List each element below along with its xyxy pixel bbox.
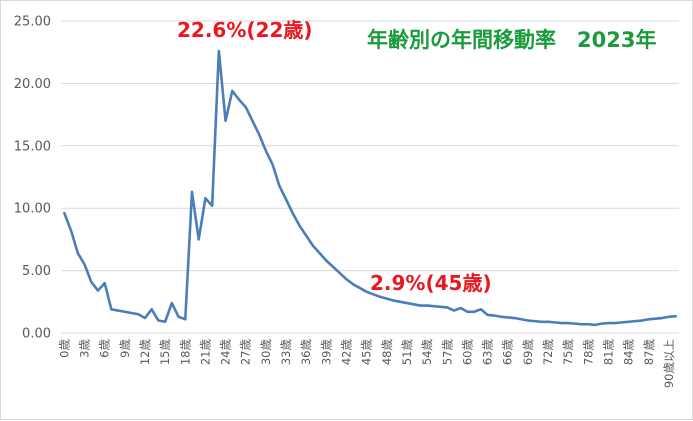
x-tick-label: 57歳 (440, 339, 454, 366)
x-tick-label: 15歳 (158, 339, 172, 366)
y-axis-ticks: 0.00 5.00 10.00 15.00 20.00 25.00 (14, 15, 51, 342)
x-tick-label: 75歳 (561, 339, 575, 366)
x-tick-label: 21歳 (198, 339, 212, 366)
y-tick-label: 0.00 (22, 327, 51, 342)
x-tick-label: 81歳 (601, 339, 615, 366)
x-tick-label: 66歳 (501, 339, 515, 366)
series-line (63, 49, 677, 327)
x-axis-ticks: 0歳 3歳 6歳 9歳 12歳 15歳 18歳 21歳 24歳 27歳 30歳 33歳 36歳 39歳 42… (57, 339, 676, 389)
x-tick-label: 6歳 (98, 339, 112, 358)
x-tick-label: 36歳 (299, 339, 313, 366)
y-tick-label: 5.00 (22, 264, 51, 279)
x-tick-label: 42歳 (339, 339, 353, 366)
x-tick-label: 51歳 (400, 339, 414, 366)
annotation-peak: 22.6%(22歳) (177, 18, 313, 42)
x-tick-label: 24歳 (219, 339, 233, 366)
x-tick-label: 18歳 (178, 339, 192, 366)
x-tick-label: 27歳 (239, 339, 253, 366)
annotation-45: 2.9%(45歳) (370, 271, 492, 295)
x-tick-label: 0歳 (57, 339, 71, 358)
x-tick-label: 63歳 (481, 339, 495, 366)
x-tick-label: 9歳 (118, 339, 132, 358)
x-tick-label: 48歳 (380, 339, 394, 366)
x-tick-label: 87歳 (642, 339, 656, 366)
x-tick-label: 30歳 (259, 339, 273, 366)
x-tick-label: 3歳 (78, 339, 92, 358)
y-tick-label: 25.00 (14, 15, 51, 30)
x-tick-label: 84歳 (622, 339, 636, 366)
x-tick-label: 33歳 (279, 339, 293, 366)
x-tick-label: 60歳 (460, 339, 474, 366)
y-tick-label: 20.00 (14, 77, 51, 92)
gridlines (61, 20, 679, 334)
x-tick-label: 45歳 (360, 339, 374, 366)
x-tick-label: 12歳 (138, 339, 152, 366)
x-tick-label: 69歳 (521, 339, 535, 366)
x-tick-label: 72歳 (541, 339, 555, 366)
y-tick-label: 10.00 (14, 202, 51, 217)
series-layer (63, 49, 677, 327)
x-tick-label: 90歳以上 (662, 339, 676, 388)
x-tick-label: 78歳 (581, 339, 595, 366)
chart-title: 年齢別の年間移動率 2023年 (367, 28, 656, 52)
x-tick-label: 39歳 (319, 339, 333, 366)
y-tick-label: 15.00 (14, 139, 51, 154)
x-tick-label: 54歳 (420, 339, 434, 366)
